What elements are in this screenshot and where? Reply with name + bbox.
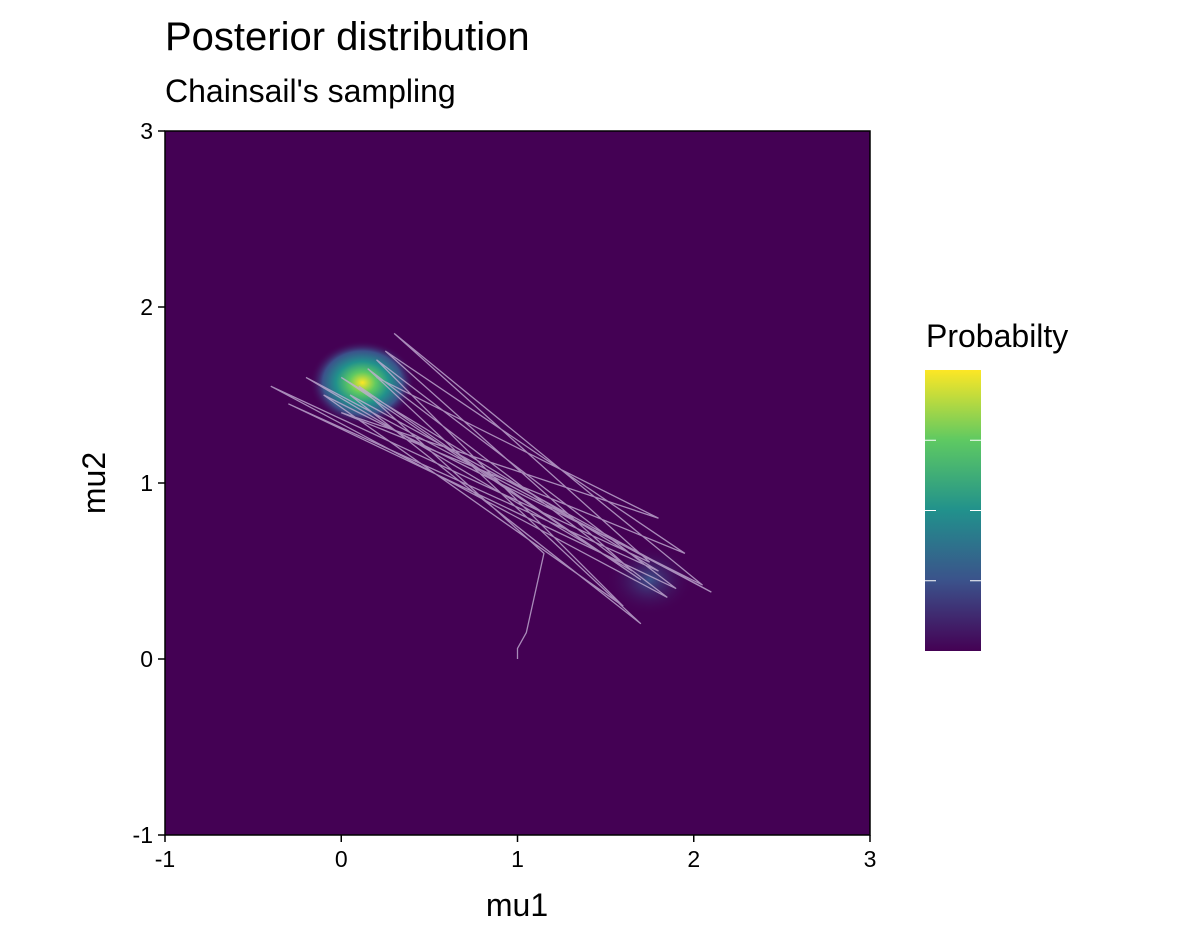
x-tick-label: 2 — [687, 846, 700, 872]
x-axis-label: mu1 — [486, 887, 548, 923]
x-tick-label: 0 — [335, 846, 348, 872]
y-tick-label: 3 — [140, 118, 153, 144]
sample-trace — [270, 332, 712, 659]
y-tick-label: -1 — [133, 822, 153, 848]
chart-subtitle: Chainsail's sampling — [165, 73, 456, 109]
y-tick-label: 0 — [140, 646, 153, 672]
legend-title: Probabilty — [926, 318, 1068, 354]
density-cluster — [605, 544, 694, 615]
x-tick-label: -1 — [155, 846, 175, 872]
y-tick-label: 1 — [140, 470, 153, 496]
x-tick-label: 3 — [864, 846, 877, 872]
chart-title: Posterior distribution — [165, 15, 530, 59]
y-axis-label: mu2 — [76, 452, 112, 514]
x-tick-label: 1 — [511, 846, 524, 872]
y-tick-label: 2 — [140, 294, 153, 320]
